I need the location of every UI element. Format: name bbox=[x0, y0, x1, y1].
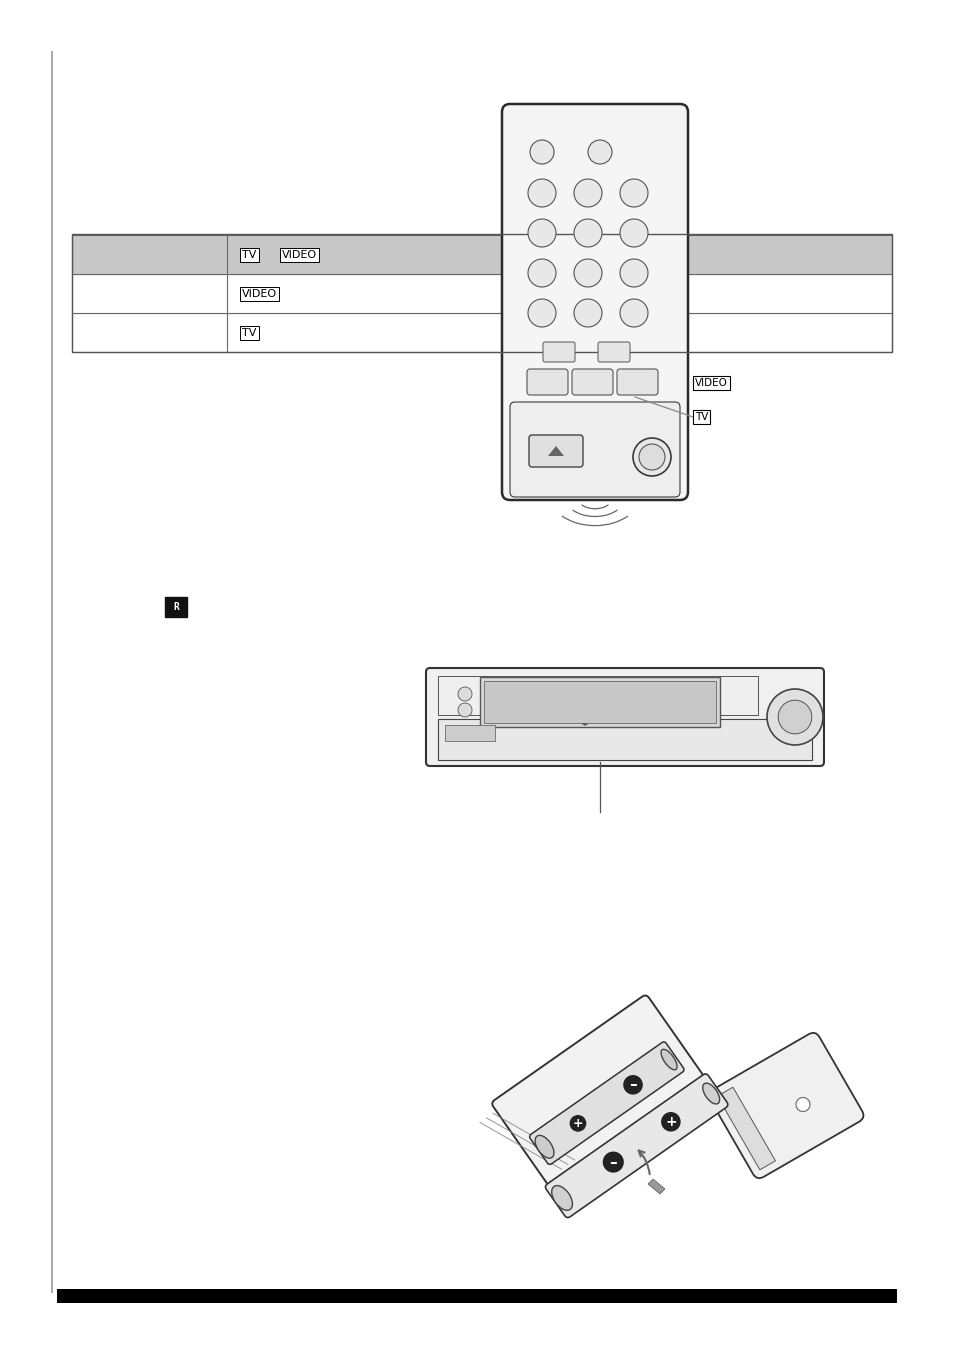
Text: R: R bbox=[172, 602, 179, 612]
FancyBboxPatch shape bbox=[617, 369, 658, 395]
Ellipse shape bbox=[488, 703, 501, 717]
FancyBboxPatch shape bbox=[542, 342, 575, 362]
FancyBboxPatch shape bbox=[510, 402, 679, 498]
Bar bbox=[71, 235, 891, 274]
Bar bbox=[437, 719, 811, 760]
Ellipse shape bbox=[488, 687, 501, 700]
Bar bbox=[717, 1087, 775, 1169]
Ellipse shape bbox=[457, 687, 472, 700]
FancyBboxPatch shape bbox=[545, 1073, 727, 1218]
Ellipse shape bbox=[619, 299, 647, 327]
Ellipse shape bbox=[581, 719, 587, 725]
Ellipse shape bbox=[527, 219, 556, 247]
Ellipse shape bbox=[619, 219, 647, 247]
Ellipse shape bbox=[530, 141, 554, 164]
Ellipse shape bbox=[574, 260, 601, 287]
Bar bbox=[479, 677, 720, 727]
FancyBboxPatch shape bbox=[598, 342, 629, 362]
Bar bbox=[437, 676, 758, 715]
Ellipse shape bbox=[535, 1136, 554, 1159]
Ellipse shape bbox=[527, 260, 556, 287]
Text: –: – bbox=[609, 1155, 617, 1169]
Bar bbox=[71, 314, 891, 352]
Ellipse shape bbox=[574, 299, 601, 327]
FancyBboxPatch shape bbox=[529, 1042, 683, 1164]
Ellipse shape bbox=[574, 219, 601, 247]
Text: VIDEO: VIDEO bbox=[282, 250, 316, 260]
Bar bbox=[165, 598, 187, 617]
Bar bbox=[71, 274, 891, 314]
FancyBboxPatch shape bbox=[708, 1033, 862, 1178]
Ellipse shape bbox=[692, 687, 706, 700]
Ellipse shape bbox=[766, 690, 822, 745]
Ellipse shape bbox=[633, 438, 670, 476]
Ellipse shape bbox=[692, 703, 706, 717]
FancyBboxPatch shape bbox=[426, 668, 823, 767]
Ellipse shape bbox=[619, 260, 647, 287]
Polygon shape bbox=[547, 446, 563, 456]
Ellipse shape bbox=[587, 141, 612, 164]
Ellipse shape bbox=[574, 178, 601, 207]
FancyBboxPatch shape bbox=[501, 104, 687, 500]
Text: TV: TV bbox=[242, 329, 256, 338]
Ellipse shape bbox=[619, 178, 647, 207]
Bar bbox=[71, 234, 891, 352]
FancyBboxPatch shape bbox=[572, 369, 613, 395]
Ellipse shape bbox=[527, 299, 556, 327]
Text: VIDEO: VIDEO bbox=[242, 289, 276, 299]
Text: +: + bbox=[664, 1115, 676, 1129]
Ellipse shape bbox=[795, 1098, 809, 1111]
FancyBboxPatch shape bbox=[492, 995, 704, 1187]
Ellipse shape bbox=[527, 178, 556, 207]
Text: –: – bbox=[628, 1078, 637, 1092]
Polygon shape bbox=[647, 1179, 664, 1194]
Text: TV: TV bbox=[695, 412, 708, 422]
Ellipse shape bbox=[457, 703, 472, 717]
Text: TV: TV bbox=[242, 250, 256, 260]
Bar bbox=[57, 1288, 896, 1303]
Bar bbox=[483, 681, 716, 723]
Ellipse shape bbox=[662, 687, 677, 700]
Bar bbox=[444, 725, 495, 741]
Ellipse shape bbox=[662, 703, 677, 717]
Ellipse shape bbox=[639, 443, 664, 470]
FancyBboxPatch shape bbox=[526, 369, 567, 395]
FancyBboxPatch shape bbox=[529, 435, 582, 466]
Ellipse shape bbox=[551, 1186, 572, 1210]
Ellipse shape bbox=[778, 700, 811, 734]
Text: VIDEO: VIDEO bbox=[695, 379, 727, 388]
Ellipse shape bbox=[660, 1049, 677, 1069]
Text: +: + bbox=[572, 1117, 582, 1130]
Ellipse shape bbox=[702, 1083, 719, 1105]
